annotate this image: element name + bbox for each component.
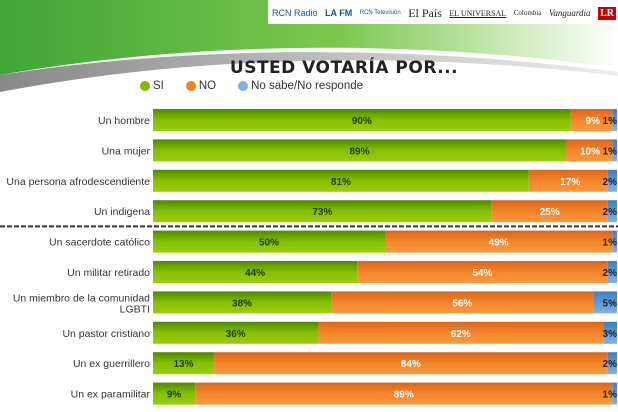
- data-label: 1%: [603, 146, 618, 157]
- data-label: 9%: [167, 390, 182, 401]
- chart-title: USTED VOTARÍA POR...: [229, 58, 459, 78]
- legend-label: No sabe/No responde: [251, 80, 364, 92]
- data-label: 54%: [472, 268, 492, 279]
- data-label: 89%: [394, 390, 414, 401]
- bar-ns: [612, 139, 617, 162]
- logo-colombiano: Colombia: [513, 9, 542, 17]
- data-label: 5%: [603, 298, 618, 309]
- legend-swatch: [185, 81, 196, 91]
- bar-ns: [593, 291, 617, 314]
- bar-si: [153, 352, 214, 375]
- bar-ns: [612, 230, 617, 253]
- bar-no: [385, 230, 613, 253]
- data-label: 49%: [489, 238, 509, 249]
- category-label: Un indigena: [94, 206, 150, 218]
- bar-no: [528, 169, 608, 192]
- logo-vanguardia: Vanguardia: [548, 8, 591, 18]
- bar-no: [331, 291, 594, 314]
- bar-si: [153, 261, 358, 283]
- category-label: Un miembro de la comunidad LGBTI: [13, 292, 150, 315]
- bar-no: [213, 352, 608, 375]
- category-label: Una persona afrodescendiente: [6, 176, 150, 188]
- data-label: 81%: [331, 177, 351, 188]
- bar-si: [153, 109, 571, 131]
- bar-si: [153, 200, 492, 223]
- data-label: 2%: [603, 207, 618, 218]
- data-label: 90%: [352, 116, 372, 127]
- logo-rcn-tv: RCN Televisión: [359, 10, 401, 16]
- bar-no: [570, 109, 613, 131]
- header-banner: [0, 0, 618, 92]
- legend-item-no: NO: [185, 80, 217, 92]
- legend-swatch: [238, 81, 249, 91]
- data-label: 44%: [245, 268, 265, 279]
- category-label: Un ex paramilitar: [71, 389, 151, 401]
- data-label: 2%: [603, 359, 618, 370]
- legend-swatch: [140, 81, 150, 91]
- bar-no: [491, 200, 608, 223]
- data-label: 2%: [603, 268, 618, 279]
- data-label: 25%: [540, 207, 560, 218]
- data-label: 3%: [603, 329, 618, 340]
- bar-ns: [612, 382, 617, 405]
- bar-no: [318, 321, 604, 344]
- bar-no: [195, 382, 613, 405]
- bar-si: [153, 382, 196, 405]
- category-label: Un pastor cristiano: [62, 328, 150, 340]
- data-label: 56%: [452, 298, 472, 309]
- data-label: 62%: [451, 329, 471, 340]
- legend-item-si: SI: [140, 80, 164, 92]
- category-label: Una mujer: [102, 145, 151, 157]
- legend-label: SI: [153, 80, 164, 92]
- data-label: 73%: [312, 207, 332, 218]
- category-label: Un sacerdote católico: [49, 237, 150, 249]
- data-label: 17%: [560, 177, 580, 188]
- data-label: 89%: [349, 146, 369, 157]
- data-label: 1%: [603, 116, 618, 127]
- bar-si: [153, 230, 385, 253]
- bar-ns: [607, 169, 617, 192]
- legend-item-ns: No sabe/No responde: [238, 80, 363, 92]
- data-label: 38%: [232, 298, 252, 309]
- category-label: Un militar retirado: [67, 267, 150, 279]
- bar-si: [153, 291, 332, 314]
- category-label: Un hombre: [98, 115, 150, 127]
- bar-ns: [607, 261, 617, 283]
- bar-ns: [607, 200, 617, 223]
- logo-lr: LR: [598, 6, 616, 20]
- data-label: 1%: [603, 390, 618, 401]
- media-logos: RCN Radio LA FM RCN Televisión El País E…: [272, 2, 616, 24]
- data-label: 84%: [401, 359, 421, 370]
- logo-lafm: LA FM: [325, 8, 353, 18]
- logo-el-universal: EL UNIVERSAL: [449, 8, 507, 18]
- bar-no: [357, 261, 608, 283]
- bar-ns: [603, 321, 617, 344]
- data-label: 10%: [580, 146, 600, 157]
- bar-si: [153, 169, 529, 192]
- bar-ns: [612, 109, 617, 131]
- category-label: Un ex guerrillero: [73, 358, 150, 370]
- legend-label: NO: [198, 80, 217, 92]
- bar-ns: [607, 352, 617, 375]
- bar-no: [565, 139, 613, 162]
- data-label: 13%: [173, 359, 193, 370]
- data-label: 9%: [586, 116, 601, 127]
- logo-rcn-radio: RCN Radio: [272, 8, 318, 18]
- data-label: 36%: [226, 329, 246, 340]
- data-label: 50%: [259, 238, 279, 249]
- bar-si: [153, 321, 319, 344]
- data-label: 2%: [603, 177, 618, 188]
- logo-el-pais: El País: [408, 5, 442, 20]
- legend: SI NO No sabe/No responde: [140, 80, 363, 92]
- data-label: 1%: [603, 238, 618, 249]
- bar-si: [153, 139, 566, 162]
